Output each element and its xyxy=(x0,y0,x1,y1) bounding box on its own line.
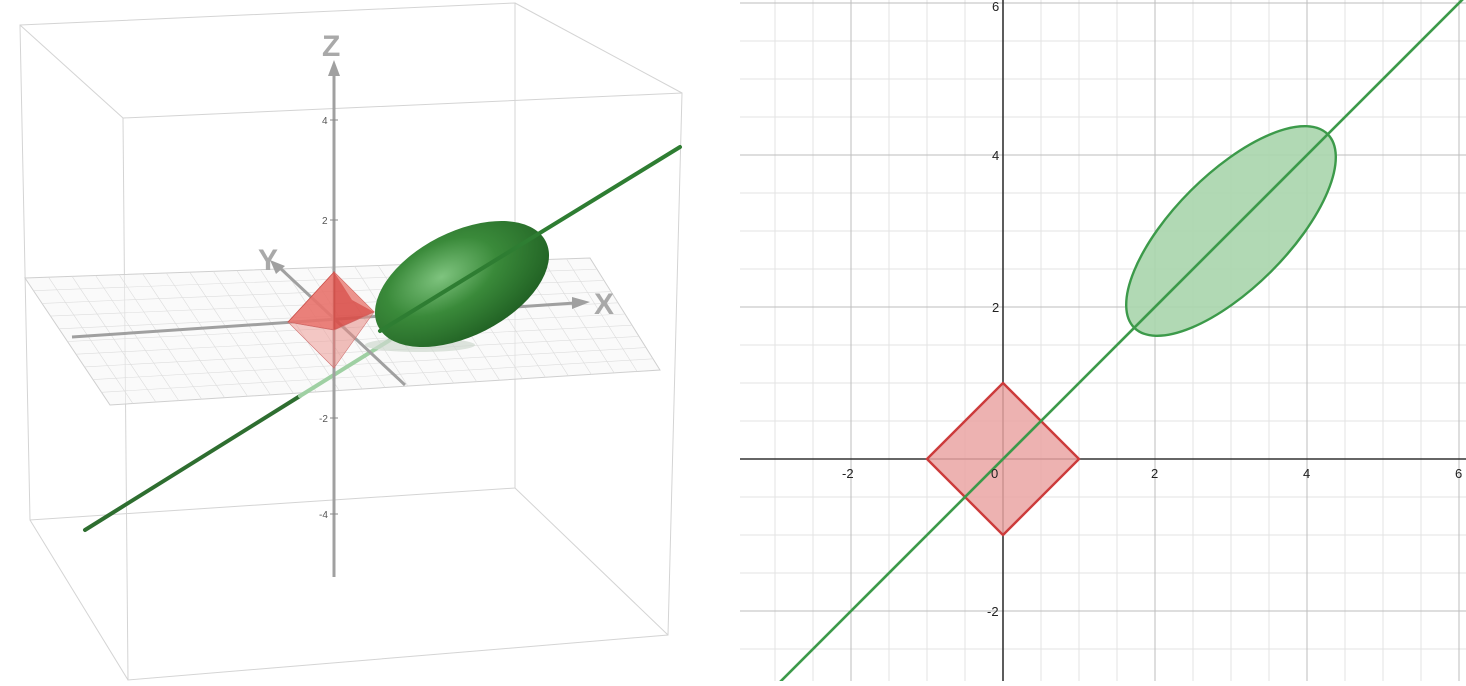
plane-gridline xyxy=(101,358,654,393)
z-tick-neg2: -2 xyxy=(319,414,328,425)
y-tick-label: 6 xyxy=(992,0,999,14)
2d-graph-canvas[interactable]: -2 0 2 4 6 6 4 2 -2 xyxy=(740,0,1466,686)
graphing-3d-view[interactable]: 4 2 -2 -4 Z X Y xyxy=(0,0,740,681)
x-tick-label: 4 xyxy=(1303,466,1310,481)
z-axis-label: Z xyxy=(322,30,340,63)
z-axis-arrow xyxy=(328,60,340,76)
x-axis-label: X xyxy=(594,288,614,321)
bounding-box xyxy=(19,2,683,681)
y-tick-label: -2 xyxy=(987,604,999,619)
z-tick-2: 2 xyxy=(322,216,328,227)
3d-scene-canvas[interactable]: 4 2 -2 -4 Z X Y xyxy=(0,0,740,681)
line-3d-mid xyxy=(298,338,392,398)
x-tick-label: 2 xyxy=(1151,466,1158,481)
x-tick-label: 0 xyxy=(991,466,998,481)
z-tick-neg4: -4 xyxy=(319,510,328,521)
major-gridlines xyxy=(740,0,1466,681)
y-axis-arrow xyxy=(270,260,285,274)
x-tick-label: 6 xyxy=(1455,466,1462,481)
plane-gridline xyxy=(84,336,640,368)
line-3d-upper xyxy=(378,145,682,333)
tick-labels: -2 0 2 4 6 6 4 2 -2 xyxy=(842,0,1462,619)
x-axis-arrow xyxy=(572,297,590,309)
octahedron-3d xyxy=(287,270,375,369)
line-3d-lower xyxy=(83,394,302,532)
y-tick-label: 4 xyxy=(992,148,999,163)
z-tick-4: 4 xyxy=(322,116,328,127)
minor-gridlines xyxy=(740,0,1466,681)
plotted-objects xyxy=(774,0,1464,686)
y-tick-label: 2 xyxy=(992,300,999,315)
line-y-equals-x xyxy=(774,0,1464,686)
y-axis-label: Y xyxy=(258,244,278,277)
plane-gridline xyxy=(92,347,647,380)
x-tick-label: -2 xyxy=(842,466,854,481)
graphing-2d-view[interactable]: -2 0 2 4 6 6 4 2 -2 xyxy=(740,0,1466,686)
axes-2d xyxy=(740,0,1466,681)
